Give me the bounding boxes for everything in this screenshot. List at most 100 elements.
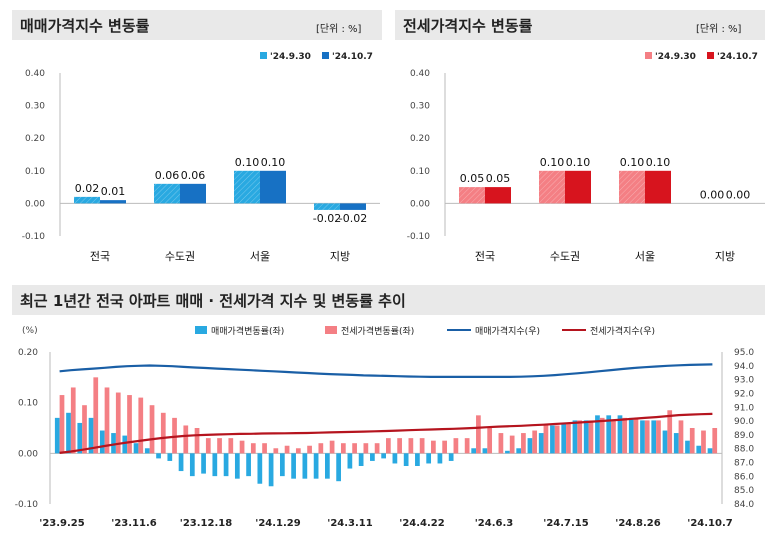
jeonse-rate-bar [419, 438, 425, 454]
sale-rate-bar [167, 453, 173, 461]
jeonse-rate-bar [160, 412, 166, 454]
jeonse-rate-bar [284, 445, 290, 454]
sale-rate-bar [201, 453, 206, 474]
right-tick-label: 92.0 [734, 389, 754, 399]
jeonse-rate-bar [678, 420, 684, 454]
jeonse-rate-bar [228, 438, 234, 454]
jeonse-rate-bar [487, 428, 493, 454]
y-tick-label: 0.20 [25, 134, 45, 144]
x-tick-label: '23.9.25 [39, 518, 84, 529]
bar [100, 200, 126, 204]
legend-swatch [260, 52, 267, 59]
legend-swatch [322, 52, 329, 59]
category-label: 수도권 [550, 250, 580, 263]
sale-rate-bar [651, 420, 657, 454]
jeonse-rate-bar [329, 440, 335, 454]
sale-rate-bar [212, 453, 218, 477]
legend-swatch [707, 52, 714, 59]
jeonse-rate-bar [464, 438, 470, 454]
jeonse-rate-bar [554, 425, 560, 454]
jeonse-rate-bar [363, 443, 369, 454]
right-tick-label: 95.0 [734, 348, 754, 358]
sale-rate-bar [482, 448, 488, 454]
sale-unit-label: [단위 : %] [316, 24, 362, 35]
jeonse-rate-bar [509, 435, 515, 454]
y-tick-label: 0.20 [410, 134, 430, 144]
bar [340, 203, 366, 210]
right-tick-label: 91.0 [734, 403, 754, 413]
x-tick-label: '24.6.3 [475, 518, 514, 529]
jeonse-rate-bar [250, 443, 256, 454]
sale-rate-bar [561, 422, 567, 454]
bar [459, 187, 485, 204]
sale-rate-bar [707, 448, 713, 454]
y-tick-label: 0.00 [410, 199, 430, 209]
y-tick-label: 0.30 [410, 102, 430, 112]
x-tick-label: '24.8.26 [615, 518, 660, 529]
left-axis-unit: (%) [22, 326, 38, 336]
jeonse-index-line [59, 412, 713, 454]
right-tick-label: 89.0 [734, 431, 754, 441]
sale-rate-bar [347, 453, 353, 469]
jeonse-rate-bar [352, 443, 357, 454]
left-tick-label: -0.10 [15, 500, 39, 510]
jeonse-rate-bar [588, 420, 594, 454]
sale-rate-bar [662, 430, 668, 454]
bar-value-label: -0.02 [339, 212, 367, 225]
jeonse-rate-bar [431, 440, 436, 454]
jeonse-rate-bar [194, 428, 200, 454]
bar-value-label: 0.00 [700, 188, 725, 201]
trend-chart: (%) 0.20 0.10 0.00 -0.10 95.0 94.0 93.0 92.0 91.0… [15, 325, 755, 529]
sale-rate-bar [381, 453, 386, 459]
bar [565, 170, 591, 204]
legend-label: '24.9.30 [655, 52, 696, 62]
sale-rate-bar [291, 453, 296, 479]
category-label: 수도권 [165, 250, 195, 263]
jeonse-rate-bar [701, 430, 706, 454]
bar [539, 170, 565, 204]
sale-rate-bar [403, 453, 409, 466]
legend-label: '24.9.30 [270, 52, 311, 62]
sale-rate-bar [673, 433, 679, 454]
jeonse-rate-bar [453, 438, 459, 454]
x-tick-label: '23.12.18 [180, 518, 232, 529]
x-tick-label: '24.3.11 [327, 518, 372, 529]
legend-swatch [195, 326, 207, 334]
sale-rate-bar [178, 453, 184, 472]
sale-rate-bar [583, 420, 589, 454]
left-tick-label: 0.20 [18, 348, 38, 358]
sale-rate-bar [234, 453, 240, 479]
jeonse-rate-bar [566, 422, 571, 454]
sale-rate-bar [88, 417, 94, 454]
jeonse-rate-bar [712, 428, 718, 454]
right-tick-label: 88.0 [734, 445, 754, 455]
jeonse-rate-bar [374, 443, 380, 454]
bar [154, 183, 180, 204]
sale-rate-bar [640, 420, 645, 454]
x-tick-label: '24.4.22 [399, 518, 444, 529]
sale-rate-bar [54, 417, 60, 454]
legend-swatch [325, 326, 337, 334]
jeonse-rate-bar [397, 438, 402, 454]
sale-rate-bar [156, 453, 161, 459]
right-tick-label: 94.0 [734, 362, 754, 372]
right-tick-label: 90.0 [734, 417, 754, 427]
sale-rate-bar [257, 453, 263, 484]
jeonse-rate-bar [521, 433, 526, 454]
left-tick-label: 0.00 [18, 449, 38, 459]
sale-index-line [59, 363, 713, 379]
x-tick-label: '23.11.6 [111, 518, 156, 529]
bar-value-label: -0.02 [313, 212, 341, 225]
sale-rate-bar [448, 453, 454, 461]
sale-rate-bar [279, 453, 285, 477]
jeonse-rate-bar [239, 440, 245, 454]
y-tick-label: 0.40 [25, 69, 45, 79]
jeonse-rate-bar [498, 433, 504, 454]
sale-rate-bar [133, 443, 139, 454]
sale-rate-bar [313, 453, 319, 479]
sale-rate-bar [325, 453, 330, 479]
jeonse-rate-bar [318, 443, 324, 454]
legend-label: 매매가격지수(우) [475, 325, 540, 337]
jeonse-rate-bar [115, 392, 121, 454]
sale-rate-bar [437, 453, 443, 464]
